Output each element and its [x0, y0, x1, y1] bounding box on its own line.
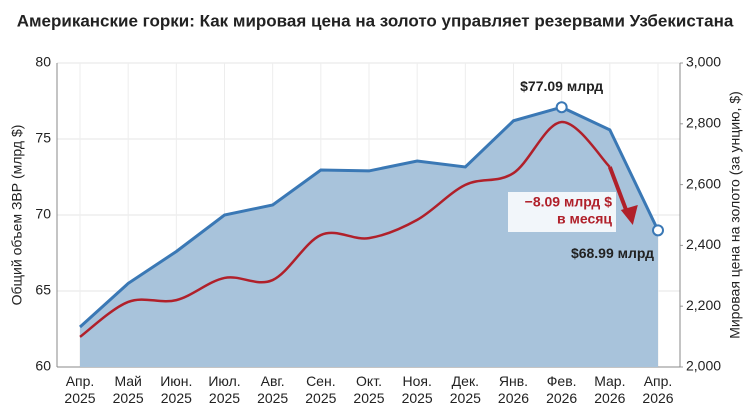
- data-label: $77.09 млрд: [520, 78, 603, 94]
- x-tick-label: Ноя. 2025: [401, 373, 433, 406]
- y2-tick-label: 2,200: [686, 297, 721, 313]
- y2-tick-label: 2,600: [686, 175, 721, 191]
- x-tick-label: Авг. 2025: [257, 373, 289, 406]
- annotation-arrowhead: [620, 204, 638, 225]
- line: [79, 120, 611, 338]
- annotation-arrow: [607, 166, 629, 213]
- y2-axis-title: Мировая цена на золото (за унцию, $): [727, 91, 743, 339]
- y-tick-label: 70: [35, 206, 51, 222]
- x-tick-label: Окт. 2025: [353, 373, 385, 406]
- y-tick-label: 75: [35, 130, 51, 146]
- y-tick-label: 60: [35, 358, 51, 374]
- y2-tick-label: 2,400: [686, 236, 721, 252]
- annotation: −8.09 млрд $: [525, 194, 613, 210]
- point-marker: [555, 101, 568, 114]
- y-tick-label: 65: [35, 282, 51, 298]
- y-tick-label: 80: [35, 54, 51, 70]
- annotation: в месяц: [557, 211, 612, 227]
- x-tick-label: Янв. 2026: [497, 373, 530, 406]
- x-tick-label: Июн. 2025: [160, 373, 193, 406]
- y-axis-title: Общий объем ЗВР (млрд $): [9, 125, 25, 306]
- x-tick-label: Апр. 2026: [642, 373, 674, 406]
- data-label: $68.99 млрд: [571, 245, 654, 261]
- x-tick-label: Дек. 2025: [449, 373, 481, 406]
- x-tick-label: Фев. 2026: [546, 373, 578, 406]
- x-tick-label: Май 2025: [112, 373, 144, 406]
- point-marker: [652, 224, 664, 237]
- x-tick-label: Июл. 2025: [208, 373, 241, 406]
- chart-title: Американские горки: Как мировая цена на …: [17, 11, 734, 30]
- y2-tick-label: 2,800: [686, 115, 721, 131]
- annotation-box: [508, 192, 616, 232]
- x-tick-label: Сен. 2025: [305, 373, 337, 406]
- x-tick-label: Мар. 2026: [594, 373, 626, 406]
- y2-tick-label: 3,000: [686, 54, 721, 70]
- x-tick-label: Апр. 2025: [64, 373, 96, 406]
- y2-tick-label: 2,000: [686, 358, 721, 374]
